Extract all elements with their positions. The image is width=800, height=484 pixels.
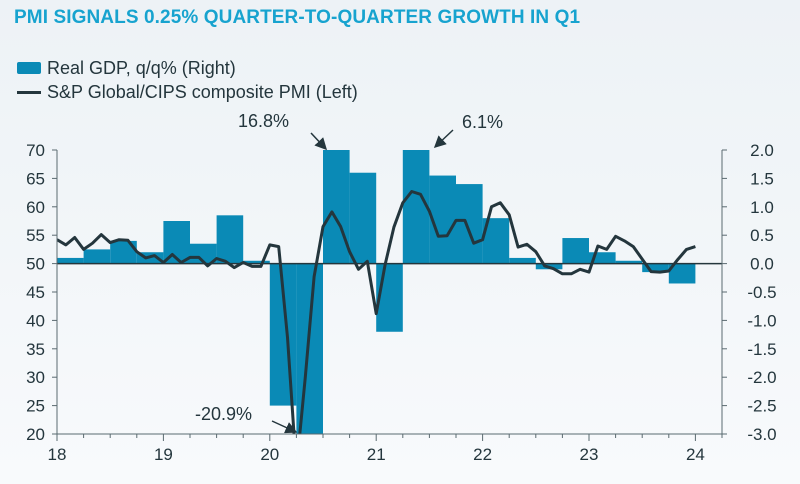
- gdp-bar-2023Q1: [589, 252, 616, 264]
- legend-label-gdp: Real GDP, q/q% (Right): [47, 57, 236, 78]
- gdp-bars: [57, 150, 696, 434]
- left-tick-label: 65: [26, 169, 45, 188]
- axes: 70 65 60 55 50 45 40 35 30 25 20 2.0 1.5 1.0 0.5 0.0 -0.…: [26, 141, 777, 464]
- gdp-bar-2019Q4: [243, 260, 270, 264]
- gdp-bar-2023Q3: [642, 263, 669, 273]
- gdp-bar-2018Q1: [57, 257, 84, 264]
- annotation-label-2021Q2: 6.1%: [462, 112, 503, 132]
- x-tick-label: 23: [580, 445, 599, 464]
- legend-line-swatch-icon: [17, 90, 41, 94]
- left-tick-label: 35: [26, 340, 45, 359]
- right-tick-label: 2.0: [750, 141, 774, 160]
- annotation-arrow-icon: [310, 132, 328, 151]
- annotations: 16.8% 6.1% -20.9%: [195, 111, 503, 434]
- left-tick-label: 45: [26, 283, 45, 302]
- gdp-bar-2020Q2: [296, 263, 323, 434]
- annotation-arrow-icon: [271, 420, 298, 434]
- left-tick-label: 30: [26, 368, 45, 387]
- x-tick-label: 19: [154, 445, 173, 464]
- left-tick-label: 60: [26, 198, 45, 217]
- x-tick-label: 18: [48, 445, 67, 464]
- left-tick-label: 20: [26, 425, 45, 444]
- gdp-bar-2023Q4: [668, 263, 696, 284]
- gdp-bar-2022Q4: [562, 238, 589, 264]
- right-tick-label: -2.5: [747, 397, 776, 416]
- right-tick-label: 1.0: [750, 198, 774, 217]
- gdp-bar-2020Q3: [323, 150, 350, 264]
- annotation-arrow-icon: [433, 129, 454, 149]
- right-tick-label: -1.5: [747, 340, 776, 359]
- gdp-bar-2023Q2: [615, 260, 643, 264]
- gdp-bar-2018Q3: [110, 240, 137, 264]
- right-tick-label: -3.0: [747, 425, 776, 444]
- gdp-bar-2021Q1: [376, 263, 403, 332]
- chart-title: PMI SIGNALS 0.25% QUARTER-TO-QUARTER GRO…: [14, 7, 581, 28]
- legend: Real GDP, q/q% (Right) S&P Global/CIPS c…: [17, 56, 358, 104]
- right-tick-label: 0.5: [750, 226, 774, 245]
- left-tick-label: 40: [26, 311, 45, 330]
- legend-item-gdp: Real GDP, q/q% (Right): [17, 56, 358, 80]
- legend-bar-swatch-icon: [17, 62, 41, 74]
- right-tick-label: -0.5: [747, 283, 776, 302]
- x-tick-label: 20: [260, 445, 279, 464]
- legend-label-pmi: S&P Global/CIPS composite PMI (Left): [47, 81, 358, 102]
- legend-item-pmi: S&P Global/CIPS composite PMI (Left): [17, 80, 358, 104]
- annotation-label-2020Q2: -20.9%: [195, 404, 252, 424]
- right-tick-label: 1.5: [750, 169, 774, 188]
- gdp-bar-2022Q2: [509, 257, 536, 264]
- right-tick-label: -1.0: [747, 311, 776, 330]
- pmi-line: [57, 190, 696, 434]
- gdp-bar-2021Q2: [402, 150, 430, 264]
- right-tick-label: -2.0: [747, 368, 776, 387]
- x-tick-label: 24: [686, 445, 705, 464]
- pmi-line-group: [57, 190, 696, 434]
- gdp-bar-2019Q3: [216, 215, 244, 264]
- left-tick-label: 25: [26, 397, 45, 416]
- left-tick-label: 55: [26, 226, 45, 245]
- left-tick-label: 50: [26, 255, 45, 274]
- left-tick-label: 70: [26, 141, 45, 160]
- gdp-bar-2018Q2: [83, 249, 111, 264]
- gdp-bar-2021Q4: [456, 184, 483, 264]
- x-tick-label: 21: [367, 445, 386, 464]
- annotation-label-2020Q3: 16.8%: [238, 111, 289, 131]
- x-tick-label: 22: [473, 445, 492, 464]
- gdp-bar-2020Q4: [349, 172, 377, 264]
- right-tick-label: 0.0: [750, 255, 774, 274]
